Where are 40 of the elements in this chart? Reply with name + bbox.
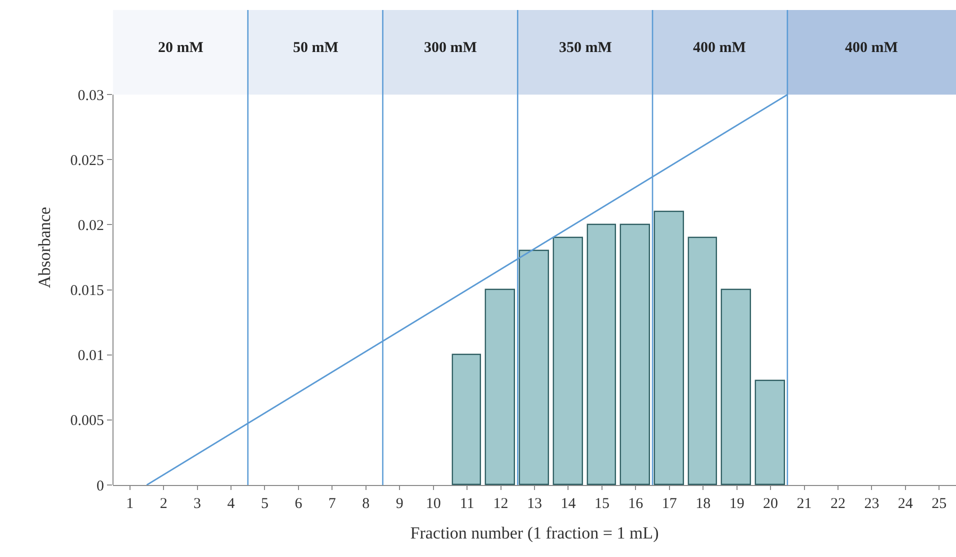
x-tick-label: 20	[763, 496, 778, 512]
x-tick-label: 22	[830, 496, 846, 512]
x-tick-label: 13	[527, 496, 542, 512]
y-axis-title: Absorbance	[34, 206, 54, 288]
x-tick-label: 15	[594, 496, 610, 512]
x-axis-title: Fraction number (1 fraction = 1 mL)	[410, 523, 659, 542]
x-tick-label: 6	[294, 496, 303, 512]
x-tick-label: 2	[160, 496, 168, 512]
y-tick-label: 0.005	[70, 413, 104, 430]
x-tick-label: 5	[260, 496, 268, 512]
x-tick-label: 17	[662, 496, 678, 512]
y-tick-label: 0.02	[78, 218, 104, 234]
x-tick-label: 18	[696, 496, 711, 512]
band-label: 20 mM	[158, 40, 204, 56]
x-tick-label: 25	[932, 496, 947, 512]
x-tick-label: 1	[126, 496, 134, 512]
x-tick-label: 21	[796, 496, 812, 512]
y-tick-label: 0.03	[78, 88, 104, 104]
band-label: 400 mM	[845, 40, 898, 56]
band-label: 400 mM	[693, 40, 746, 56]
x-tick-label: 10	[426, 496, 441, 512]
x-tick-label: 23	[864, 496, 880, 512]
x-tick-label: 14	[560, 496, 576, 512]
y-tick-label: 0.025	[70, 152, 104, 169]
x-tick-label: 4	[227, 496, 236, 512]
x-tick-label: 24	[898, 496, 914, 512]
y-tick-label: 0.015	[70, 283, 104, 300]
x-tick-label: 3	[194, 496, 202, 512]
x-tick-label: 12	[493, 496, 508, 512]
x-tick-label: 19	[729, 496, 744, 512]
x-tick-label: 16	[628, 496, 644, 512]
band-label: 300 mM	[424, 40, 477, 56]
x-tick-label: 8	[362, 496, 370, 512]
x-tick-label: 7	[328, 496, 336, 512]
x-tick-label: 11	[460, 496, 474, 512]
x-tick-label: 9	[396, 496, 404, 512]
band-label: 350 mM	[559, 40, 612, 56]
band-label: 50 mM	[293, 40, 338, 56]
y-tick-label: 0.01	[78, 348, 104, 364]
y-tick-label: 0	[96, 478, 104, 494]
